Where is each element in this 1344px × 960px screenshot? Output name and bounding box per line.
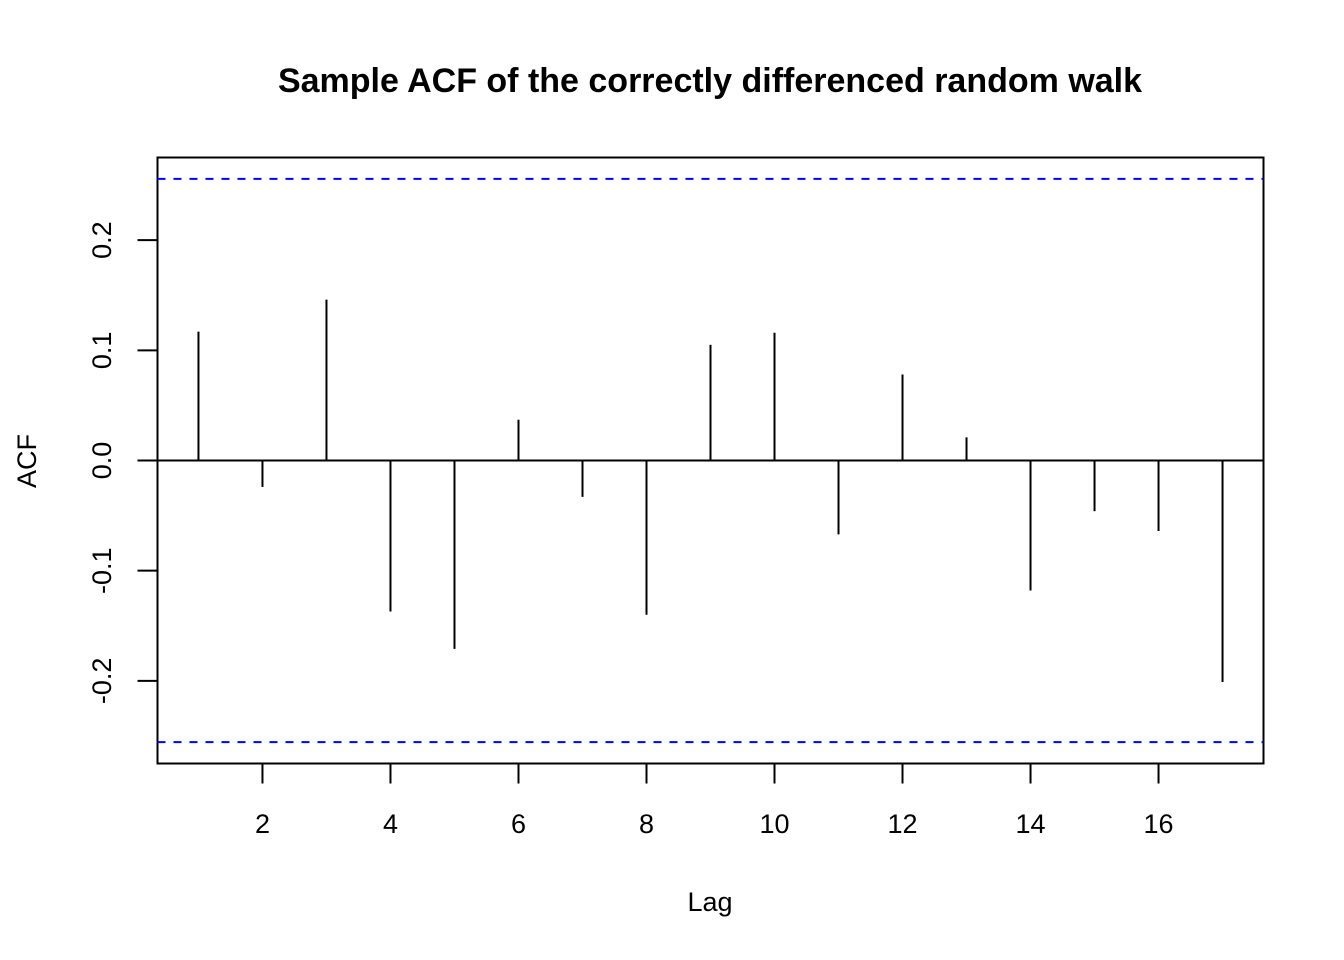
x-tick-label-4: 4	[383, 809, 398, 839]
x-tick-label-10: 10	[759, 809, 789, 839]
y-tick-label-4: 0.2	[87, 221, 117, 259]
x-tick-label-8: 8	[639, 809, 654, 839]
acf-bars	[197, 299, 1224, 682]
y-axis: -0.2 -0.1 0.0 0.1 0.2	[87, 221, 159, 705]
x-tick-label-12: 12	[887, 809, 917, 839]
x-axis: 2 4 6 8 10 12 14 16	[255, 762, 1174, 839]
y-tick-label-1: -0.1	[87, 547, 117, 594]
x-tick-label-14: 14	[1015, 809, 1045, 839]
y-tick-label-3: 0.1	[87, 332, 117, 370]
y-tick-label-0: -0.2	[87, 658, 117, 705]
y-axis-label: ACF	[12, 434, 42, 488]
x-axis-label: Lag	[687, 887, 732, 917]
y-tick-label-2: 0.0	[87, 442, 117, 480]
chart-title: Sample ACF of the correctly differenced …	[278, 62, 1142, 100]
x-tick-label-16: 16	[1144, 809, 1174, 839]
x-tick-label-2: 2	[255, 809, 270, 839]
x-tick-label-6: 6	[511, 809, 526, 839]
